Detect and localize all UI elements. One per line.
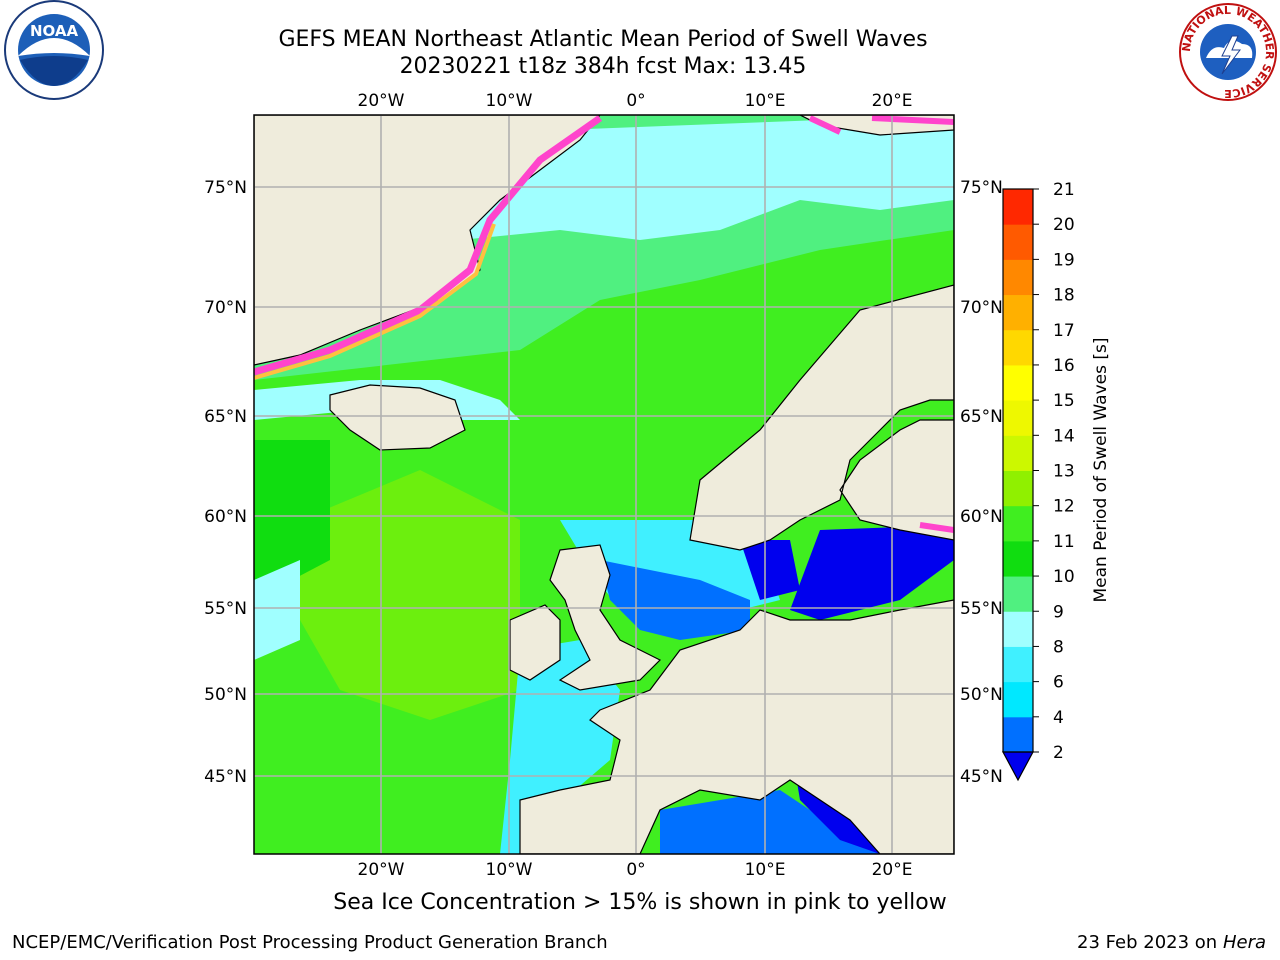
lat-label-left: 60°N	[204, 507, 247, 527]
sea-ice-edge-inner	[254, 223, 496, 380]
colorbar-tick-label: 11	[1053, 532, 1075, 552]
lon-label-top: 10°E	[745, 91, 786, 111]
colorbar-segment	[1003, 189, 1033, 225]
scandinavia-land	[689, 284, 954, 551]
colorbar-segment	[1003, 576, 1033, 612]
colorbar-tick-label: 10	[1053, 567, 1075, 587]
colorbar-segment	[1003, 681, 1033, 718]
nws-logo: NATIONAL WEATHER SERVICE	[1179, 3, 1277, 101]
lat-label-right: 45°N	[960, 767, 1003, 787]
lon-label-top: 10°W	[486, 91, 533, 111]
colorbar-segment	[1003, 540, 1033, 577]
colorbar-segment	[1003, 364, 1033, 401]
lat-label-right: 50°N	[960, 685, 1003, 705]
lat-label-right: 65°N	[960, 407, 1003, 427]
lat-label-right: 55°N	[960, 599, 1003, 619]
swell-region-atlantic-max	[300, 470, 520, 720]
chart-subtitle: 20230221 t18z 384h fcst Max: 13.45	[399, 54, 807, 79]
footer-credit: NCEP/EMC/Verification Post Processing Pr…	[12, 932, 608, 953]
footer-date: 23 Feb 2023 on Hera	[1077, 932, 1266, 953]
swell-region-baltic	[790, 525, 954, 620]
colorbar-segment	[1003, 505, 1033, 542]
colorbar-tick-label: 15	[1053, 391, 1075, 411]
swell-region-barents	[460, 115, 954, 240]
graticule	[254, 115, 954, 854]
lon-label-bottom: 20°E	[872, 860, 913, 880]
colorbar-segment	[1003, 716, 1033, 753]
colorbar-tick-label: 19	[1053, 250, 1075, 270]
colorbar-tick-label: 14	[1053, 426, 1075, 446]
lat-label-left: 50°N	[204, 685, 247, 705]
footer-date-text: 23 Feb 2023 on	[1077, 932, 1218, 953]
lat-label-right: 70°N	[960, 298, 1003, 318]
colorbar-segment	[1003, 259, 1033, 296]
colorbar-segment	[1003, 611, 1033, 647]
colorbar-segment	[1003, 646, 1033, 683]
sea-ice-edge-east	[808, 115, 954, 533]
colorbar-tick-label: 16	[1053, 356, 1075, 376]
colorbar-segment	[1003, 294, 1033, 331]
ireland-land	[509, 604, 561, 681]
swell-region-mediterranean	[660, 790, 954, 854]
lat-label-right: 60°N	[960, 507, 1003, 527]
noaa-logo: NOAA	[4, 0, 104, 100]
colorbar-tick-label: 20	[1053, 215, 1075, 235]
colorbar-label: Mean Period of Swell Waves [s]	[1091, 338, 1111, 603]
colorbar-tick-label: 12	[1053, 497, 1075, 517]
lon-label-bottom: 20°W	[358, 860, 405, 880]
sea-ice-caption: Sea Ice Concentration > 15% is shown in …	[333, 890, 947, 915]
colorbar: 2 4 6 8 9 10 11 12 13 14 15 16 17 18 19 20 21	[1001, 180, 1075, 782]
swell-region-west	[254, 440, 330, 600]
colorbar-segment	[1003, 329, 1033, 366]
europe-land	[519, 599, 954, 854]
colorbar-tick-label: 13	[1053, 462, 1075, 482]
swell-region-north-sea-south	[600, 560, 750, 640]
lon-label-top: 0°	[626, 91, 645, 111]
colorbar-tick-label: 21	[1053, 180, 1075, 200]
iceland-land	[329, 384, 466, 451]
lat-label-left: 55°N	[204, 599, 247, 619]
lat-label-left: 65°N	[204, 407, 247, 427]
lon-label-top: 20°E	[872, 91, 913, 111]
colorbar-under-arrow	[1001, 751, 1035, 782]
colorbar-segment	[1003, 435, 1033, 471]
swell-region-west-low	[254, 560, 300, 660]
lat-label-right: 75°N	[960, 178, 1003, 198]
lon-label-bottom: 0°	[626, 860, 645, 880]
colorbar-tick-label: 9	[1053, 602, 1064, 622]
lat-label-left: 70°N	[204, 298, 247, 318]
colorbar-tick-label: 17	[1053, 321, 1075, 341]
map-frame	[253, 114, 955, 855]
lon-label-bottom: 10°W	[486, 860, 533, 880]
lon-label-bottom: 10°E	[745, 860, 786, 880]
lat-label-left: 45°N	[204, 767, 247, 787]
colorbar-segment	[1003, 400, 1033, 436]
swell-region-kattegat	[740, 540, 800, 600]
colorbar-tick-label: 8	[1053, 637, 1064, 657]
sea-ice-edge	[254, 115, 603, 376]
colorbar-tick-label: 6	[1053, 673, 1064, 693]
colorbar-tick-label: 4	[1053, 708, 1064, 728]
lon-label-top: 20°W	[358, 91, 405, 111]
colorbar-segment	[1003, 224, 1033, 260]
colorbar-segment	[1003, 470, 1033, 507]
lat-label-left: 75°N	[204, 178, 247, 198]
colorbar-tick-label: 18	[1053, 286, 1075, 306]
noaa-logo-text: NOAA	[30, 22, 79, 40]
great-britain-land	[549, 544, 662, 691]
colorbar-tick-label: 2	[1053, 743, 1064, 763]
footer-host: Hera	[1222, 932, 1266, 953]
chart-title: GEFS MEAN Northeast Atlantic Mean Period…	[278, 27, 928, 52]
